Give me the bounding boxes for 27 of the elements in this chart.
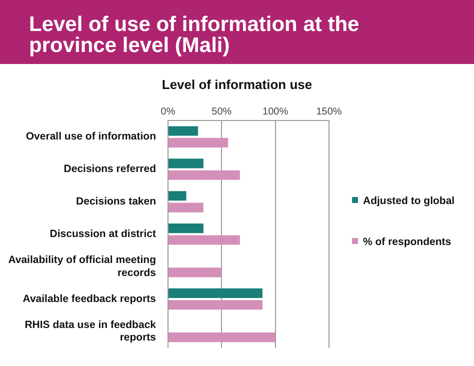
x-tick-label: 150% [316,106,342,118]
legend-label: % of respondents [363,236,452,248]
bar [168,288,262,298]
chart-subtitle: Level of information use [160,77,314,92]
legend-label: Adjusted to global [363,195,455,207]
y-tick-label: Overall use of information [26,130,156,143]
x-tick-label: 100% [262,106,288,118]
bar [168,138,228,148]
x-tick-label: 50% [212,106,232,118]
bar [168,191,186,201]
bar [168,235,240,245]
bar [168,332,276,342]
y-tick-label: Available feedback reports [22,292,156,305]
chart-title: Level of use of information at the province level (Mali) [29,13,360,57]
y-tick-label: Availability of official meeting records [8,254,156,279]
bar [168,224,204,234]
y-tick-label: Decisions referred [64,163,156,176]
bar [168,158,204,168]
bar [168,300,262,310]
y-tick-label: Discussion at district [50,228,156,240]
y-tick-label: RHIS data use in feedback reports [24,319,156,344]
bar [168,170,240,180]
y-tick-label: Decisions taken [76,196,156,208]
x-tick-label: 0% [160,106,176,118]
bar [168,202,204,212]
bar [168,268,222,278]
bar [168,126,198,136]
